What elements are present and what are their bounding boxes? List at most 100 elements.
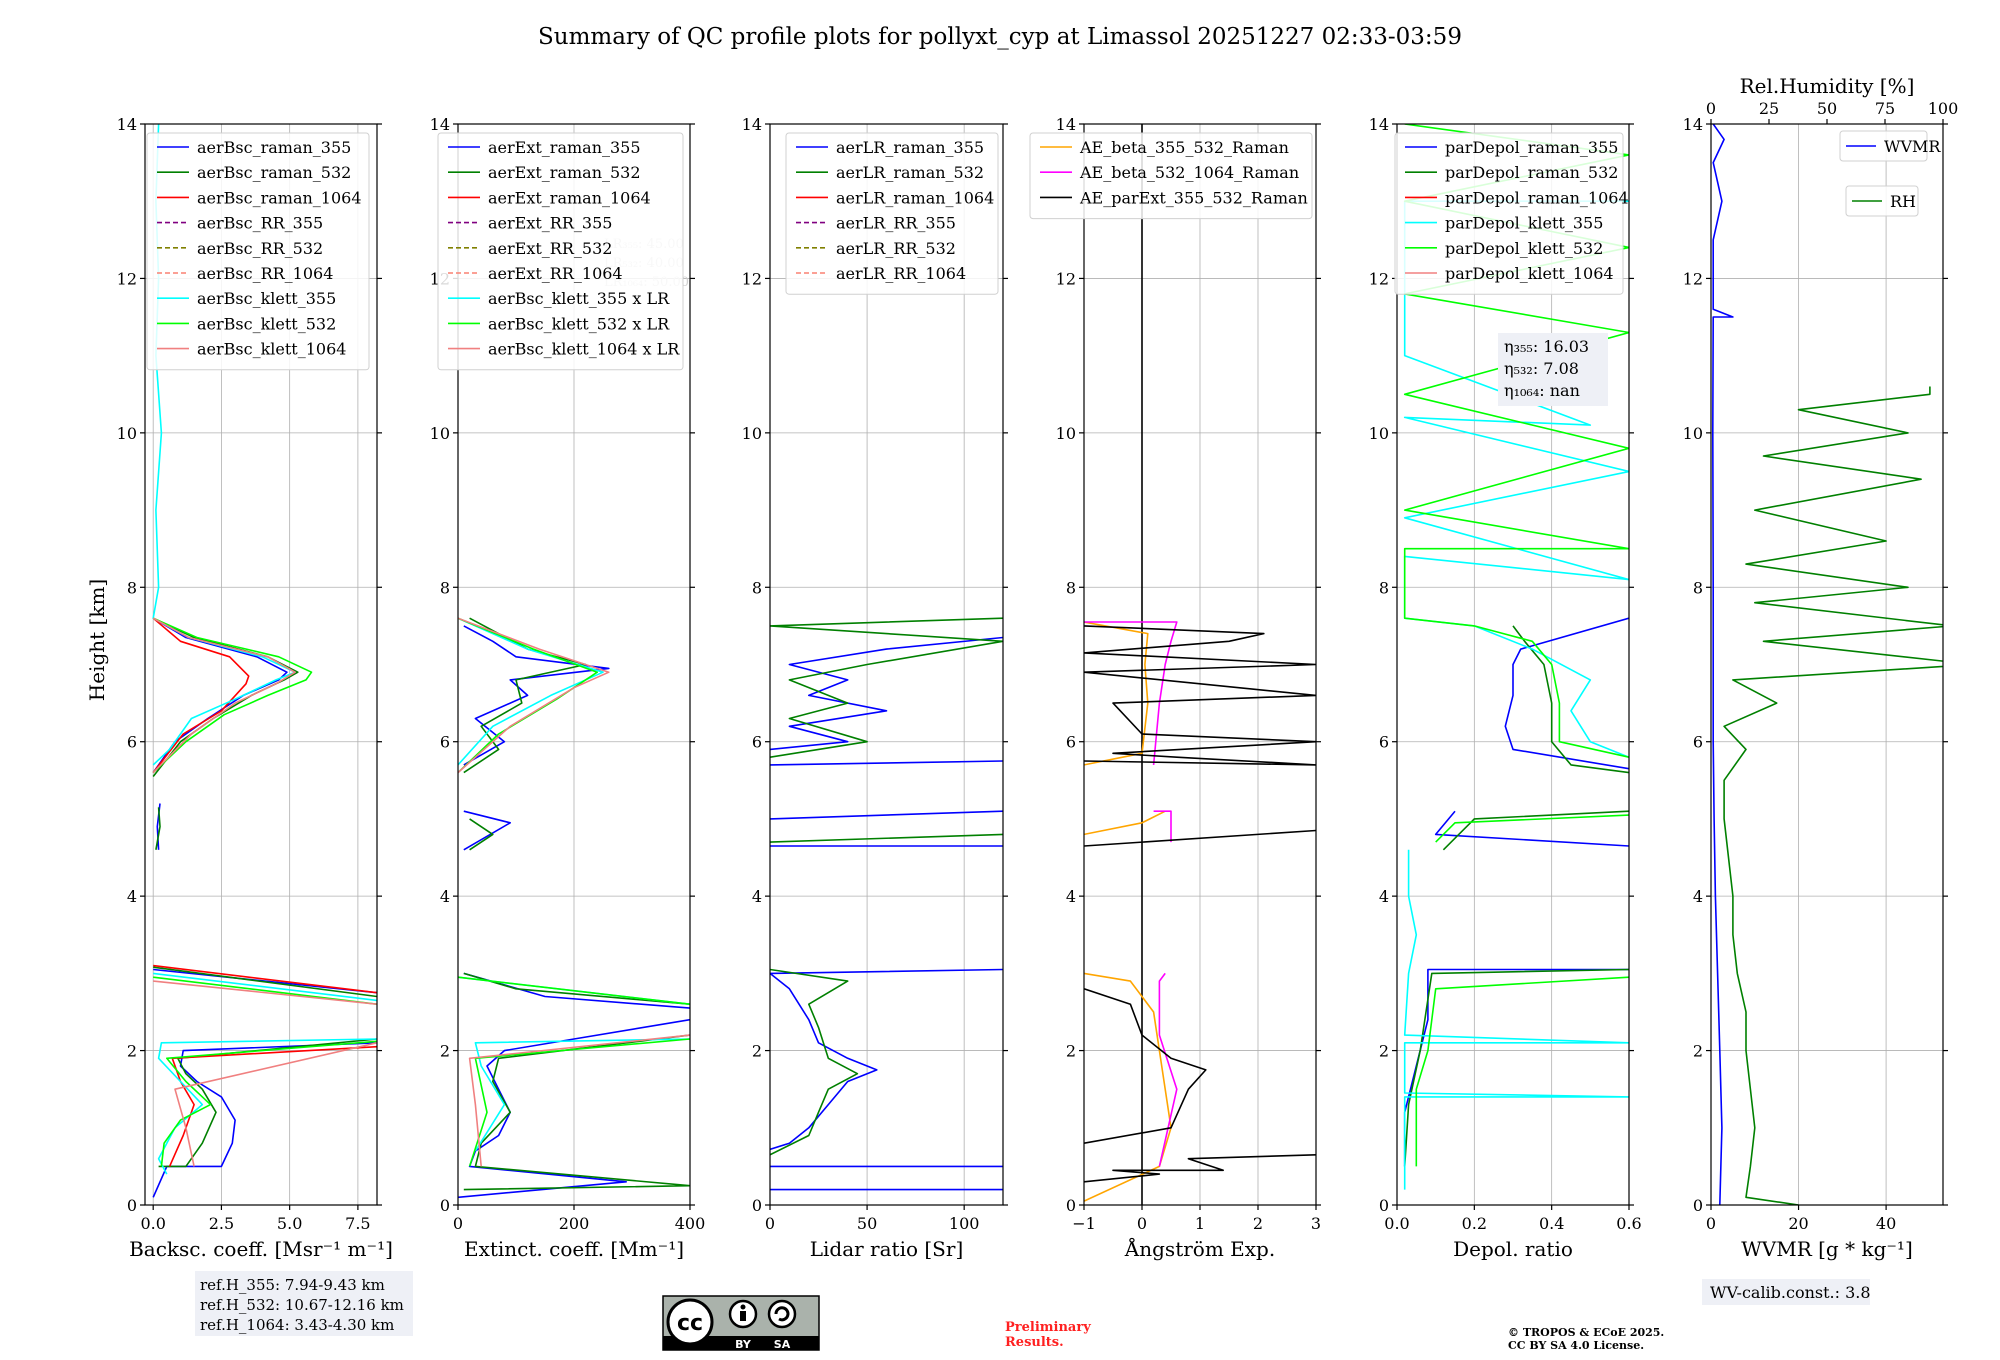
legend: AE_beta_355_532_Raman AE_beta_532_1064_Ra… — [1029, 132, 1313, 220]
legend-label-aerbsc-raman-532: aerBsc_raman_532 — [197, 163, 351, 182]
xtick-label: 40 — [1876, 1214, 1896, 1233]
legend-label-aerbsc-raman-1064: aerBsc_raman_1064 — [197, 188, 362, 207]
series-pardepol-klett-532 — [1415, 976, 1629, 1167]
legend-label-aerlr-rr-532: aerLR_RR_532 — [836, 239, 956, 258]
xtick-label: 20 — [1788, 1214, 1808, 1233]
ytick-label: 4 — [1066, 887, 1076, 906]
series-aerext-klett-1064-c — [458, 617, 610, 774]
series-ae-parext-355-532-raman-c — [1084, 829, 1316, 847]
series-aerbsc-raman-1064-c — [152, 617, 250, 774]
preliminary-line-1: Preliminary — [1005, 1320, 1091, 1335]
legend-label-aerext-rr-1064: aerExt_RR_1064 — [488, 264, 623, 283]
legend: aerBsc_raman_355 aerBsc_raman_532 aerBsc_r… — [146, 132, 370, 371]
series-aerbsc-raman-1064 — [168, 1045, 377, 1167]
series-aerbsc-raman-532 — [158, 1038, 377, 1168]
series-aerlr-raman-355-e — [770, 810, 1003, 820]
x-axis-label: Ångström Exp. — [1124, 1236, 1275, 1261]
series-aerext-raman-355-c — [463, 810, 511, 851]
legend-label-aerbsc-rr-1064: aerBsc_RR_1064 — [197, 264, 333, 283]
series-pardepol-klett-355 — [1403, 849, 1629, 1190]
ytick-label: 12 — [1056, 269, 1076, 288]
top-xtick-label: 100 — [1928, 99, 1959, 118]
ytick-label: 2 — [440, 1042, 450, 1061]
legend-wvmr: WVMR — [1839, 130, 1941, 162]
top-xtick-label: 0 — [1706, 99, 1716, 118]
legend-label-aerext-raman-1064: aerExt_raman_1064 — [488, 188, 651, 207]
series-pardepol-raman-532 — [1403, 968, 1629, 1167]
legend-label-aerext-rr-355: aerExt_RR_355 — [488, 214, 612, 233]
ytick-label: 10 — [1683, 424, 1703, 443]
legend-label-pardepol-klett-532: parDepol_klett_532 — [1445, 239, 1603, 258]
series-aerbsc-klett-1064 — [174, 1042, 377, 1167]
ytick-label: 10 — [117, 424, 137, 443]
series-pardepol-raman-355-c — [1504, 617, 1629, 770]
ytick-label: 14 — [430, 115, 450, 134]
series-aerlr-raman-532 — [770, 968, 859, 1156]
series-group — [1712, 124, 1943, 1205]
legend-label-pardepol-raman-532: parDepol_raman_532 — [1445, 163, 1618, 182]
series-aerbsc-raman-355-d — [152, 617, 288, 774]
copyright-line-2: CC BY SA 4.0 License. — [1508, 1339, 1644, 1352]
top-xtick-label: 25 — [1759, 99, 1779, 118]
series-group — [770, 617, 1003, 1191]
eta-line: η₃₅₅: 16.03 — [1504, 337, 1589, 356]
y-axis-label: Height [km] — [85, 579, 109, 701]
legend: parDepol_raman_355 parDepol_raman_532 parD… — [1394, 132, 1629, 295]
series-aerext-raman-532-b — [463, 972, 690, 1005]
series-aerbsc-klett-355-b — [153, 972, 377, 1002]
x-axis-label: Depol. ratio — [1453, 1237, 1573, 1261]
legend-label-aerbsc-klett-355: aerBsc_klett_355 — [197, 289, 336, 308]
axes-frame — [144, 123, 378, 1206]
series-ae-beta-355-532-raman — [1084, 972, 1172, 1202]
legend-label-ae-parext-355-532-raman: AE_parExt_355_532_Raman — [1079, 188, 1308, 207]
legend-label-aerlr-raman-355: aerLR_raman_355 — [836, 138, 984, 157]
ytick-label: 2 — [127, 1042, 137, 1061]
series-aerext-klett-355-c — [458, 617, 604, 766]
series-pardepol-raman-532-b — [1442, 810, 1629, 851]
x-axis-label: Backsc. coeff. [Msr⁻¹ m⁻¹] — [129, 1237, 393, 1261]
eta-note: η₃₅₅: 16.03 η₅₃₂: 7.08 η₁₀₆₄: nan — [1498, 333, 1608, 406]
series-group — [152, 124, 377, 1198]
ytick-label: 4 — [1693, 887, 1703, 906]
legend-label-aerext-rr-532: aerExt_RR_532 — [488, 239, 612, 258]
ytick-label: 14 — [1056, 115, 1076, 134]
legend-label-pardepol-klett-1064: parDepol_klett_1064 — [1445, 264, 1614, 283]
wv-calib-note: WV-calib.const.: 3.8 — [1702, 1279, 1871, 1305]
figure-title: Summary of QC profile plots for pollyxt_… — [538, 24, 1462, 50]
series-ae-beta-532-1064-raman-b — [1153, 810, 1172, 843]
series-pardepol-klett-355-b — [1403, 200, 1629, 758]
top-xtick-label: 75 — [1875, 99, 1895, 118]
refh-note: ref.H_355: 7.94-9.43 km ref.H_532: 10.67… — [195, 1271, 413, 1336]
legend-label-pardepol-raman-355: parDepol_raman_355 — [1445, 138, 1618, 157]
series-aerbsc-raman-532-b — [153, 966, 377, 998]
legend-label-aerbsc-klett-532: aerBsc_klett_532 — [197, 314, 336, 333]
ytick-label: 10 — [430, 424, 450, 443]
legend-label: RH — [1890, 192, 1916, 211]
xtick-label: 200 — [559, 1214, 590, 1233]
series-aerext-klett-1064 — [468, 1034, 690, 1167]
series-group — [1084, 124, 1316, 1205]
ytick-label: 10 — [1056, 424, 1076, 443]
ytick-label: 10 — [1369, 424, 1389, 443]
ytick-label: 2 — [1693, 1042, 1703, 1061]
legend-label-pardepol-klett-355: parDepol_klett_355 — [1445, 214, 1603, 233]
ytick-label: 6 — [440, 733, 450, 752]
axes-frame — [769, 123, 1004, 1206]
series-aerlr-raman-355-c — [770, 968, 1003, 1151]
ytick-label: 4 — [440, 887, 450, 906]
xtick-label: 0.2 — [1462, 1214, 1487, 1233]
xtick-label: 0 — [453, 1214, 463, 1233]
legend-rh: RH — [1845, 185, 1919, 217]
xtick-label: 400 — [675, 1214, 706, 1233]
legend-label-aerlr-raman-532: aerLR_raman_532 — [836, 163, 984, 182]
legend-label-aerbsc-klett-355-x-lr: aerBsc_klett_355 x LR — [488, 289, 670, 308]
legend-label-aerlr-rr-1064: aerLR_RR_1064 — [836, 264, 966, 283]
series-aerlr-raman-532-b — [770, 833, 1003, 843]
series-aerlr-raman-532-c — [770, 617, 1003, 758]
xtick-label: 0.0 — [140, 1214, 165, 1233]
ytick-label: 8 — [752, 578, 762, 597]
series-aerbsc-klett-355 — [157, 1038, 377, 1175]
